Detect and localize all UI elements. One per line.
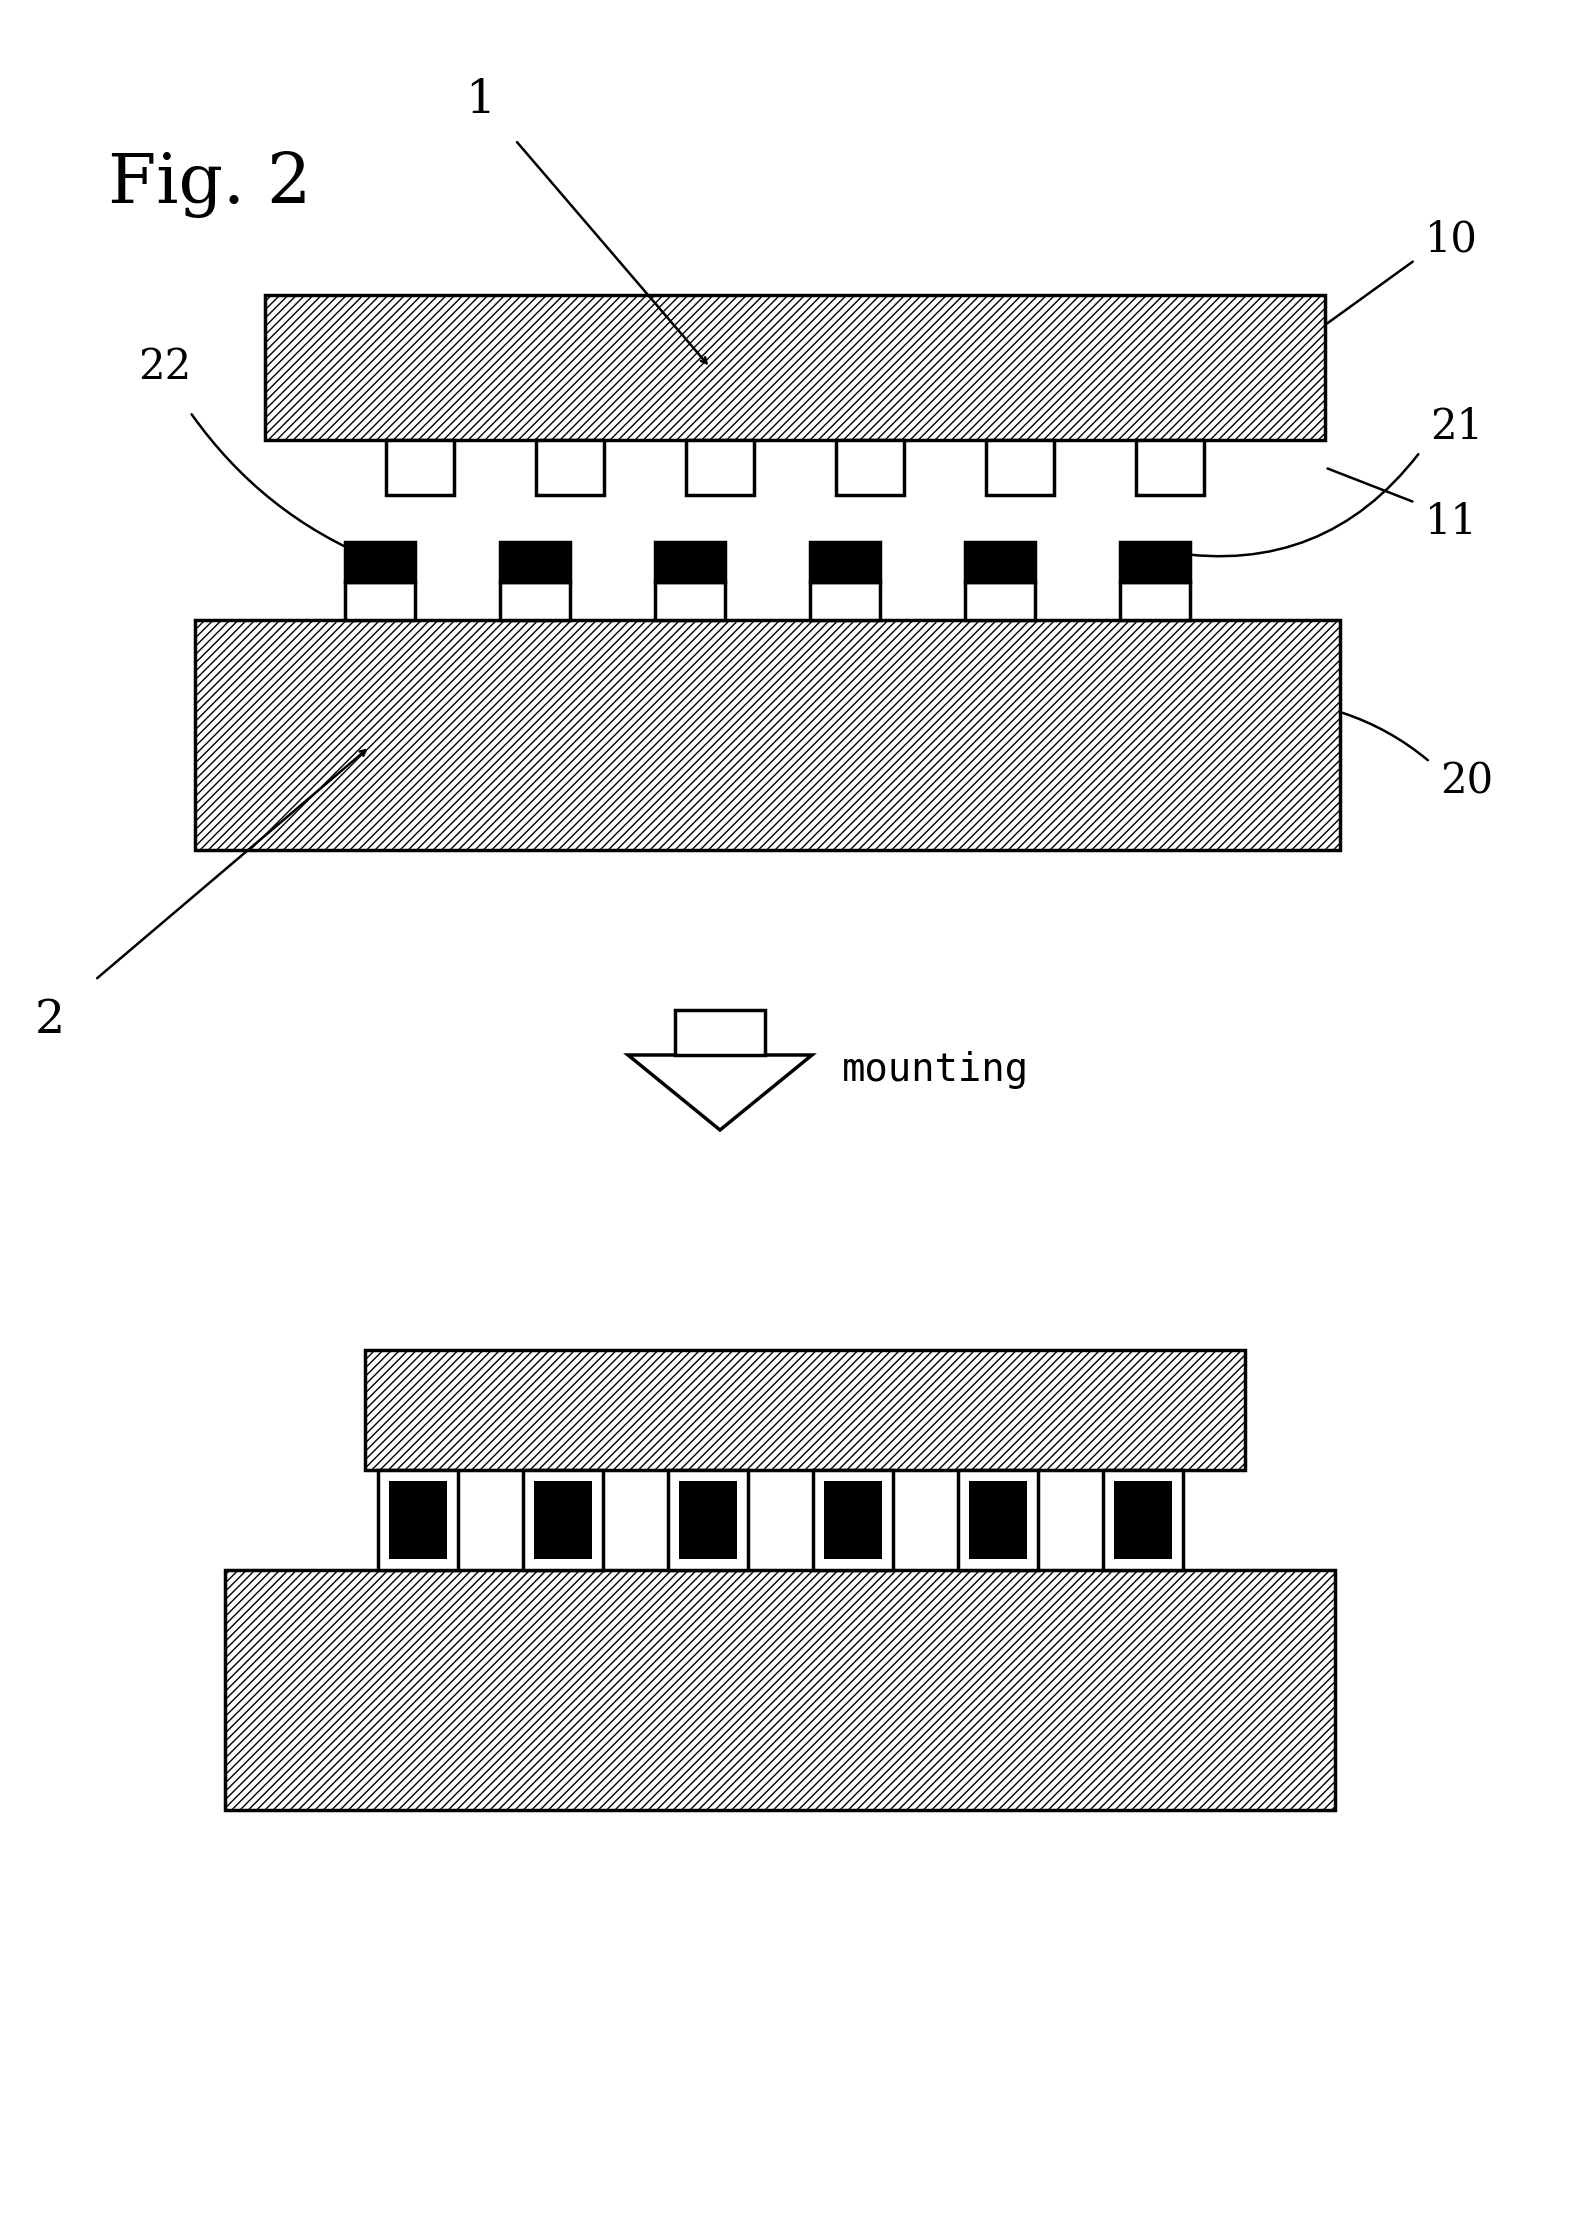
- Bar: [965, 582, 1035, 620]
- Bar: [810, 582, 880, 620]
- Bar: [986, 439, 1054, 495]
- Bar: [1103, 1470, 1182, 1570]
- Bar: [965, 542, 1035, 582]
- Bar: [500, 542, 570, 582]
- Bar: [536, 439, 604, 495]
- Bar: [1114, 1481, 1172, 1559]
- Bar: [345, 542, 414, 582]
- Bar: [389, 1481, 446, 1559]
- Bar: [365, 1349, 1245, 1470]
- Bar: [655, 582, 725, 620]
- Bar: [195, 620, 1340, 850]
- Bar: [500, 582, 570, 620]
- Text: 20: 20: [1440, 760, 1493, 803]
- Text: 11: 11: [1425, 502, 1478, 544]
- Bar: [810, 542, 880, 582]
- Bar: [957, 1470, 1038, 1570]
- Bar: [386, 439, 454, 495]
- Bar: [1120, 542, 1190, 582]
- Text: mounting: mounting: [842, 1050, 1028, 1088]
- Polygon shape: [628, 1055, 812, 1131]
- Bar: [968, 1481, 1027, 1559]
- Bar: [824, 1481, 881, 1559]
- Bar: [225, 1570, 1335, 1811]
- Text: 10: 10: [1425, 219, 1478, 261]
- Bar: [378, 1470, 457, 1570]
- Bar: [1136, 439, 1204, 495]
- Bar: [676, 1010, 766, 1055]
- Text: 2: 2: [35, 997, 65, 1044]
- Text: 1: 1: [465, 78, 495, 123]
- Bar: [533, 1481, 592, 1559]
- Bar: [679, 1481, 737, 1559]
- Text: 22: 22: [138, 346, 191, 388]
- Bar: [345, 582, 414, 620]
- Bar: [655, 542, 725, 582]
- Text: Fig. 2: Fig. 2: [108, 152, 312, 219]
- Bar: [522, 1470, 603, 1570]
- Bar: [266, 294, 1326, 439]
- Bar: [835, 439, 903, 495]
- Bar: [813, 1470, 892, 1570]
- Bar: [687, 439, 755, 495]
- Bar: [668, 1470, 748, 1570]
- Bar: [1120, 582, 1190, 620]
- Text: 21: 21: [1430, 406, 1482, 448]
